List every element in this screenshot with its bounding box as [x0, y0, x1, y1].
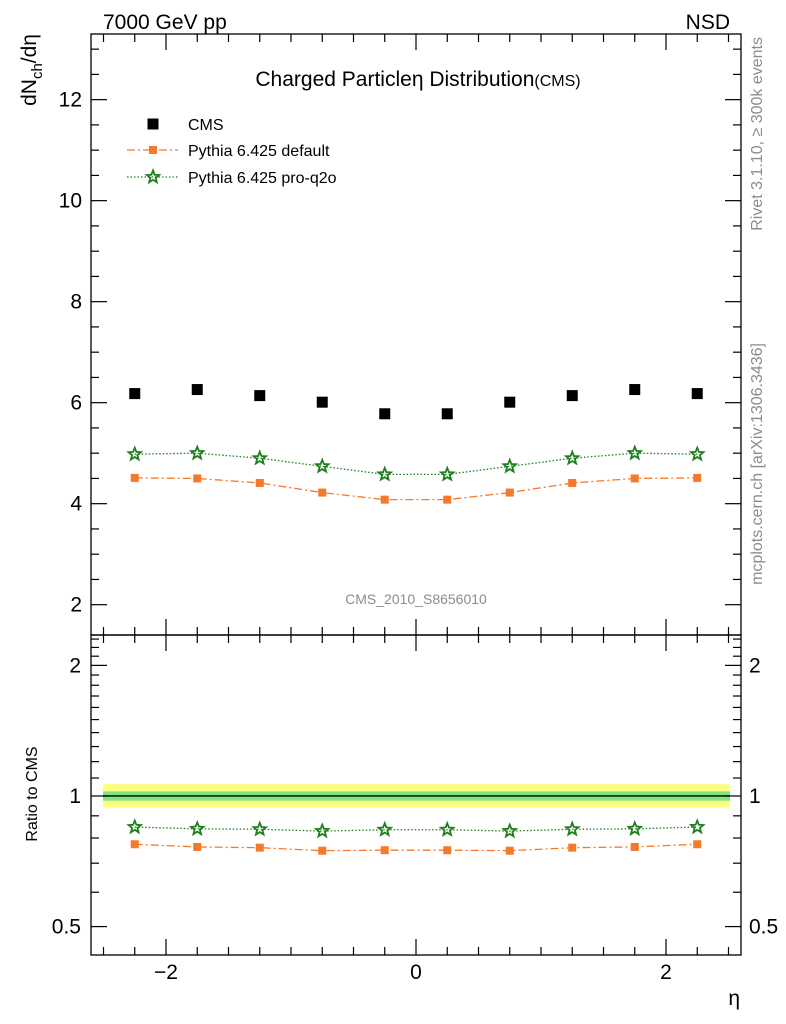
- data-point: [688, 445, 706, 462]
- y-tick-label: 10: [59, 190, 82, 213]
- main-y-label: dNch/dη: [18, 34, 46, 106]
- y-tick-label: 1: [69, 785, 81, 808]
- data-point: [566, 390, 578, 402]
- data-point: [313, 457, 331, 474]
- data-point: [255, 478, 264, 487]
- ratio-point: [130, 840, 139, 849]
- analysis-label: CMS_2010_S8656010: [345, 591, 487, 607]
- data-point: [316, 396, 328, 408]
- data-point: [126, 445, 144, 462]
- y-tick-label-right: 2: [749, 654, 761, 677]
- data-point: [318, 488, 327, 497]
- ratio-point: [626, 819, 644, 837]
- data-point: [443, 495, 452, 504]
- y-tick-label: 6: [70, 392, 82, 415]
- data-point: [691, 388, 703, 400]
- y-tick-label-right: 0.5: [749, 916, 778, 939]
- data-point: [505, 488, 514, 497]
- ratio-point: [438, 820, 456, 838]
- data-point: [188, 444, 206, 461]
- data-point: [504, 396, 516, 408]
- ratio-point: [376, 820, 394, 838]
- y-tick-label: 2: [69, 654, 81, 677]
- legend-label: Pythia 6.425 default: [188, 143, 330, 160]
- data-point: [693, 473, 702, 482]
- mcplots-label: mcplots.cern.ch [arXiv:1306.3436]: [749, 343, 766, 585]
- ratio-point: [501, 822, 519, 839]
- y-tick-label: 2: [70, 594, 82, 617]
- ratio-point: [188, 819, 206, 837]
- y-tick-label: 12: [59, 89, 82, 112]
- legend-label: Pythia 6.425 pro-q2o: [188, 170, 337, 187]
- y-tick-label-right: 1: [749, 785, 761, 808]
- ratio-point: [630, 842, 639, 851]
- ratio-point: [313, 822, 331, 839]
- data-point: [380, 495, 389, 504]
- data-point: [193, 474, 202, 483]
- ratio-point: [193, 842, 202, 851]
- ratio-point: [380, 846, 389, 855]
- legend-marker: [149, 146, 157, 154]
- y-tick-label: 4: [70, 493, 82, 516]
- data-point: [441, 408, 453, 420]
- data-point: [376, 465, 394, 482]
- ratio-point: [126, 818, 144, 835]
- series-line-1: [134, 477, 698, 501]
- rivet-label: Rivet 3.1.10, ≥ 300k events: [749, 37, 766, 231]
- data-point: [251, 449, 269, 466]
- legend: CMS Pythia 6.425 default Pythia 6.425 pro-…: [127, 117, 337, 187]
- data-point: [630, 474, 639, 483]
- ratio-y-label: Ratio to CMS: [24, 746, 41, 841]
- data-point: [568, 478, 577, 487]
- data-point: [129, 388, 141, 400]
- ratio-point: [255, 843, 264, 852]
- ratio-line-1: [134, 826, 698, 832]
- legend-marker: [147, 118, 159, 130]
- data-point: [130, 473, 139, 482]
- data-point: [191, 384, 203, 396]
- ratio-point: [693, 840, 702, 849]
- data-point: [438, 465, 456, 482]
- ratio-point: [688, 818, 706, 835]
- header-right: NSD: [686, 11, 730, 34]
- data-point: [501, 457, 519, 474]
- data-point: [379, 408, 391, 420]
- ratio-plot: 0.5 0.5 1 1 2 2 −2 0 2: [52, 634, 778, 984]
- data-point: [254, 390, 266, 402]
- ratio-point: [318, 846, 327, 855]
- data-point: [563, 449, 581, 466]
- header-left: 7000 GeV pp: [103, 11, 227, 34]
- series-line-2: [134, 452, 698, 476]
- data-point: [626, 444, 644, 461]
- x-tick-label: 0: [410, 961, 422, 984]
- ratio-point: [568, 843, 577, 852]
- legend-label: CMS: [188, 117, 224, 134]
- main-plot: 2 4 6 8 10 12: [59, 33, 742, 636]
- ratio-point: [563, 820, 581, 837]
- ratio-line-0: [134, 843, 698, 852]
- ratio-point: [505, 846, 514, 855]
- x-tick-label: 2: [660, 961, 672, 984]
- legend-marker: [144, 168, 162, 185]
- ratio-point: [443, 846, 452, 855]
- x-tick-label: −2: [154, 961, 178, 984]
- y-tick-label: 0.5: [52, 916, 81, 939]
- ratio-point: [251, 820, 269, 837]
- y-tick-label: 8: [70, 291, 82, 314]
- x-axis-label: η: [728, 987, 740, 1010]
- data-point: [629, 384, 641, 396]
- main-title: Charged Particleη Distribution(CMS): [255, 68, 580, 91]
